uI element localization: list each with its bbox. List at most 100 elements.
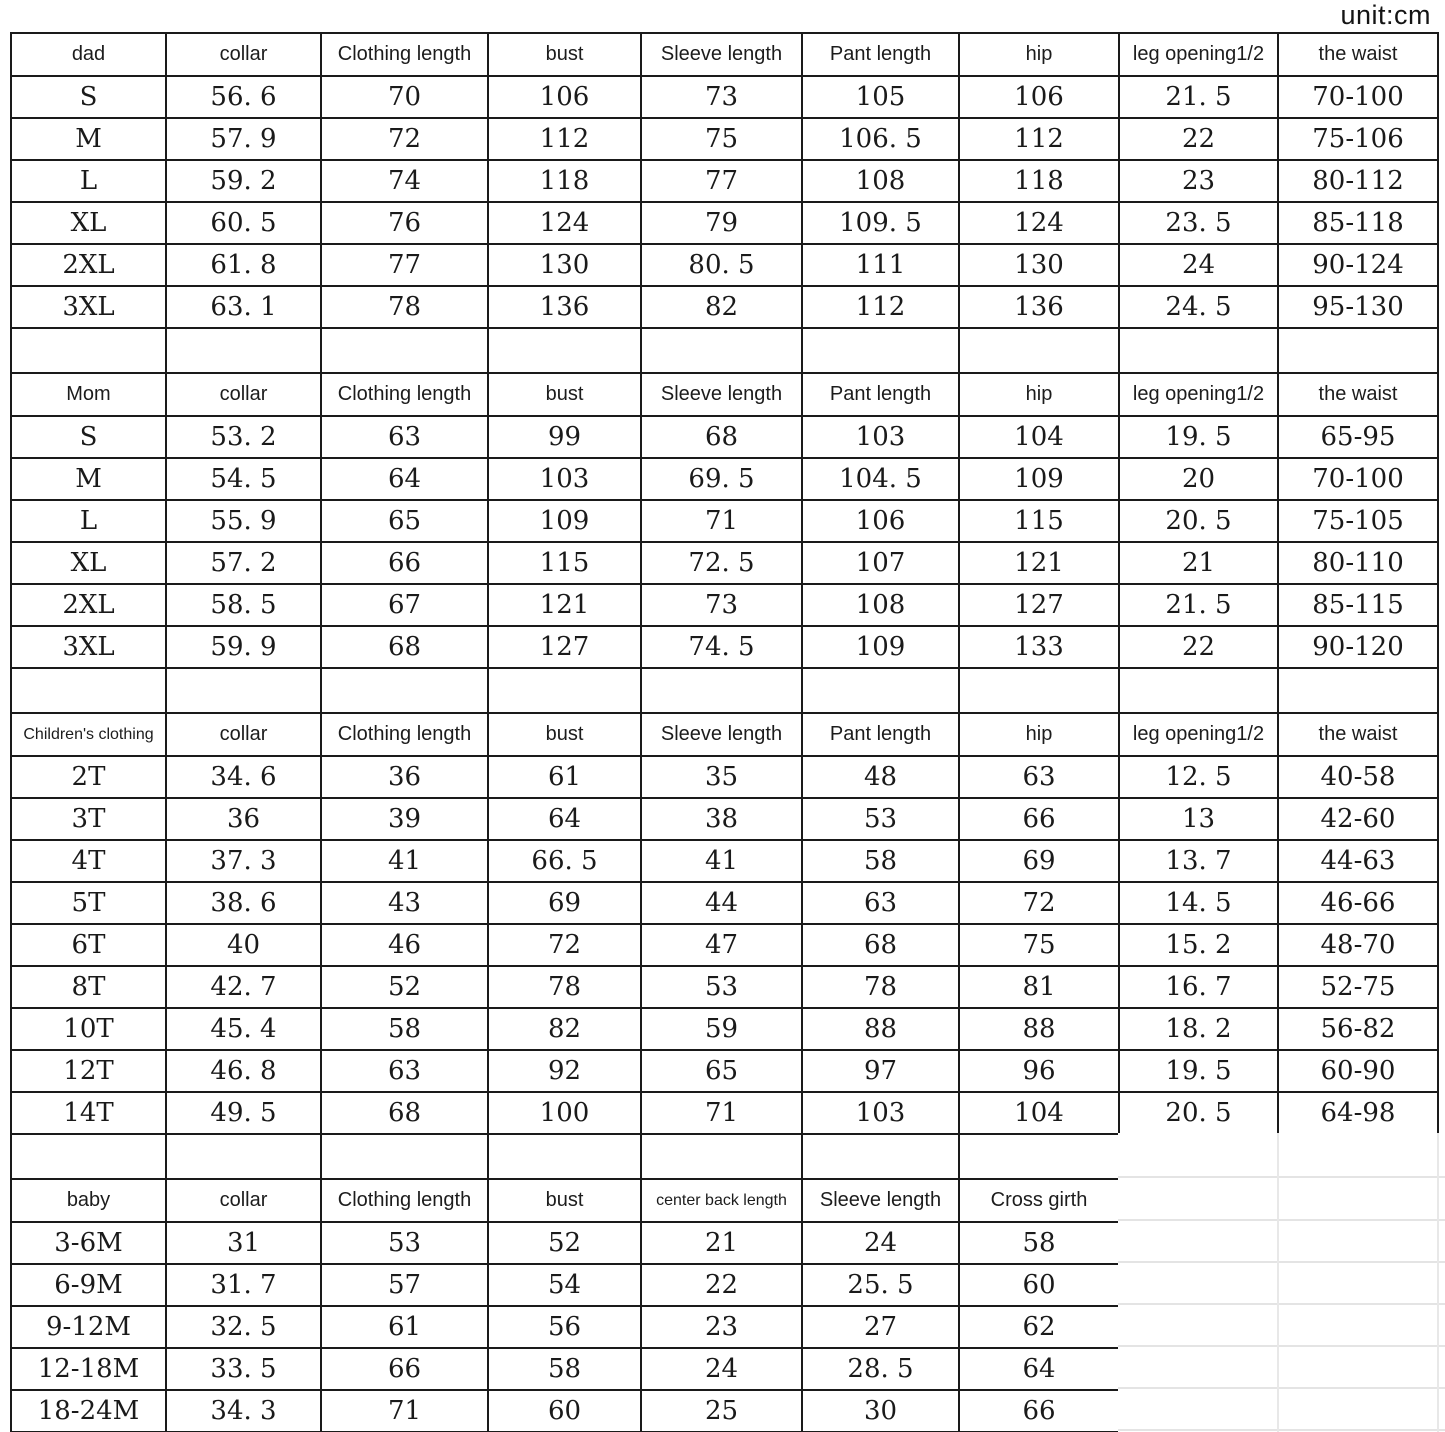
data-cell: 42-60 — [1277, 797, 1439, 841]
table-row: L 59. 2 74 118 77 108 118 23 80-112 — [10, 159, 1439, 203]
spacer-cell — [165, 667, 322, 714]
data-cell: 20. 5 — [1118, 499, 1279, 543]
data-cell: 21 — [640, 1221, 803, 1265]
data-cell: 58 — [487, 1347, 642, 1391]
data-cell: 49. 5 — [165, 1091, 322, 1135]
table-row: 5T 38. 6 43 69 44 63 72 14. 5 46-66 — [10, 881, 1439, 925]
header-cell: leg opening1/2 — [1118, 32, 1279, 77]
data-cell: 54. 5 — [165, 457, 322, 501]
data-cell: 14. 5 — [1118, 881, 1279, 925]
data-cell: 109. 5 — [801, 201, 960, 245]
data-cell: 38. 6 — [165, 881, 322, 925]
data-cell: 53 — [801, 797, 960, 841]
spacer-cell — [10, 667, 167, 714]
data-cell: 127 — [958, 583, 1120, 627]
data-cell: 60 — [958, 1263, 1120, 1307]
data-cell: 65 — [640, 1049, 803, 1093]
header-cell: the waist — [1277, 372, 1439, 417]
data-cell: 80-112 — [1277, 159, 1439, 203]
data-cell: 24 — [1118, 243, 1279, 287]
row-label-cell: 6T — [10, 923, 167, 967]
data-cell: 41 — [320, 839, 489, 883]
data-cell: 74. 5 — [640, 625, 803, 669]
data-cell: 75 — [640, 117, 803, 161]
data-cell: 61 — [487, 755, 642, 799]
spacer-cell — [487, 1133, 642, 1180]
data-cell: 75-106 — [1277, 117, 1439, 161]
table-row: 3XL 59. 9 68 127 74. 5 109 133 22 90-120 — [10, 625, 1439, 669]
data-cell: 56. 6 — [165, 75, 322, 119]
data-cell: 33. 5 — [165, 1347, 322, 1391]
data-cell: 24. 5 — [1118, 285, 1279, 329]
data-cell: 106 — [801, 499, 960, 543]
faint-grid-line — [1118, 1219, 1445, 1221]
spacer-cell — [1118, 327, 1279, 374]
spacer-cell — [801, 1133, 960, 1180]
spacer-cell — [1277, 327, 1439, 374]
data-cell: 106. 5 — [801, 117, 960, 161]
data-cell: 13. 7 — [1118, 839, 1279, 883]
data-cell: 66. 5 — [487, 839, 642, 883]
data-cell: 21. 5 — [1118, 75, 1279, 119]
header-cell: the waist — [1277, 32, 1439, 77]
data-cell: 72 — [958, 881, 1120, 925]
table-row: 3T 36 39 64 38 53 66 13 42-60 — [10, 797, 1439, 841]
data-cell: 58 — [958, 1221, 1120, 1265]
data-cell: 68 — [320, 1091, 489, 1135]
data-cell: 37. 3 — [165, 839, 322, 883]
table-row: 12T 46. 8 63 92 65 97 96 19. 5 60-90 — [10, 1049, 1439, 1093]
data-cell: 69. 5 — [640, 457, 803, 501]
data-cell: 107 — [801, 541, 960, 585]
header-cell: Pant length — [801, 712, 960, 757]
data-cell: 90-120 — [1277, 625, 1439, 669]
header-cell: Sleeve length — [640, 32, 803, 77]
data-cell: 20. 5 — [1118, 1091, 1279, 1135]
data-cell: 88 — [958, 1007, 1120, 1051]
row-label-cell: 2XL — [10, 243, 167, 287]
data-cell: 34. 6 — [165, 755, 322, 799]
row-label-cell: 3T — [10, 797, 167, 841]
header-cell: Clothing length — [320, 32, 489, 77]
faint-grid-line — [1118, 1261, 1445, 1263]
header-cell: Clothing length — [320, 1178, 489, 1223]
data-cell: 66 — [320, 1347, 489, 1391]
data-cell: 23 — [640, 1305, 803, 1349]
data-cell: 58 — [320, 1007, 489, 1051]
data-cell: 52 — [487, 1221, 642, 1265]
row-label-cell: 3XL — [10, 285, 167, 329]
data-cell: 64 — [320, 457, 489, 501]
data-cell: 109 — [958, 457, 1120, 501]
spacer-cell — [640, 1133, 803, 1180]
header-cell: center back length — [640, 1178, 803, 1223]
spacer-cell — [958, 1133, 1120, 1180]
spacer-cell — [958, 667, 1120, 714]
table-row: 10T 45. 4 58 82 59 88 88 18. 2 56-82 — [10, 1007, 1439, 1051]
data-cell: 22 — [1118, 625, 1279, 669]
data-cell: 103 — [487, 457, 642, 501]
row-label-cell: 10T — [10, 1007, 167, 1051]
data-cell: 104 — [958, 415, 1120, 459]
spacer-section-2 — [10, 667, 1439, 714]
row-label-cell: 3-6M — [10, 1221, 167, 1265]
data-cell: 136 — [487, 285, 642, 329]
data-cell: 57. 9 — [165, 117, 322, 161]
data-cell: 60-90 — [1277, 1049, 1439, 1093]
data-cell: 13 — [1118, 797, 1279, 841]
size-table-baby: baby collar Clothing length bust center back… — [10, 1133, 1120, 1432]
spacer-section-1 — [10, 327, 1439, 374]
data-cell: 106 — [958, 75, 1120, 119]
spacer-cell — [958, 327, 1120, 374]
section-title-cell: baby — [10, 1178, 167, 1223]
data-cell: 46-66 — [1277, 881, 1439, 925]
row-label-cell: 14T — [10, 1091, 167, 1135]
data-cell: 53 — [640, 965, 803, 1009]
row-label-cell: 8T — [10, 965, 167, 1009]
data-cell: 124 — [487, 201, 642, 245]
header-cell: collar — [165, 32, 322, 77]
data-cell: 82 — [487, 1007, 642, 1051]
data-cell: 124 — [958, 201, 1120, 245]
data-cell: 136 — [958, 285, 1120, 329]
header-cell: Pant length — [801, 32, 960, 77]
data-cell: 95-130 — [1277, 285, 1439, 329]
